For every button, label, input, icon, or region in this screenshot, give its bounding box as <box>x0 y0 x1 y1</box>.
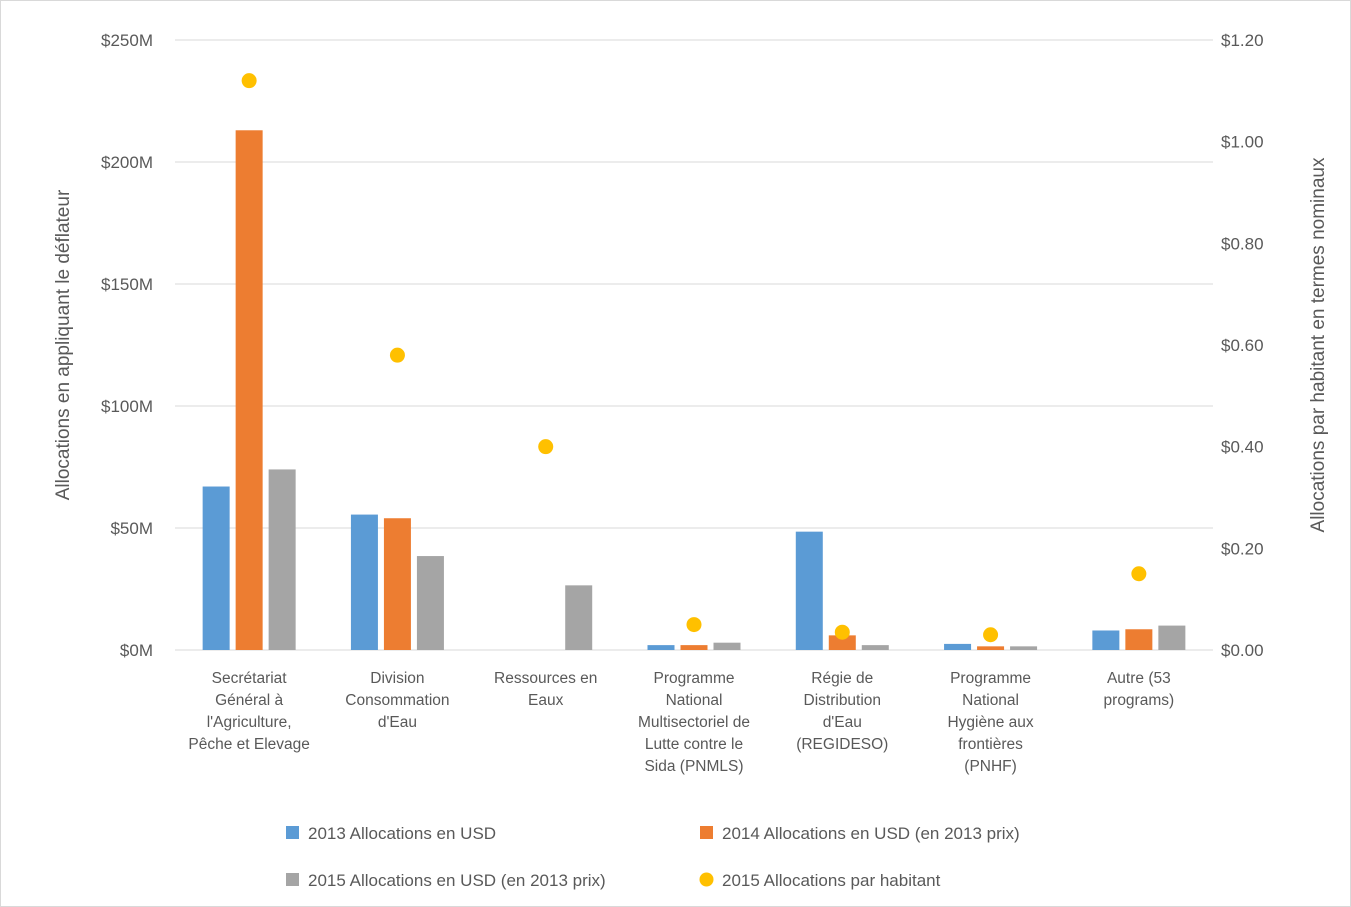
data-point <box>834 624 850 640</box>
bar <box>713 642 741 650</box>
bar <box>977 646 1005 650</box>
right-tick-label: $0.40 <box>1221 438 1264 457</box>
right-tick-label: $0.20 <box>1221 539 1264 558</box>
right-tick-label: $1.00 <box>1221 133 1264 152</box>
bar <box>235 130 263 650</box>
bar <box>647 645 675 650</box>
left-tick-label: $0M <box>120 641 153 660</box>
right-axis-title: Allocations par habitant en termes nomin… <box>1308 157 1329 532</box>
bar <box>1092 630 1120 650</box>
right-tick-label: $0.80 <box>1221 234 1264 253</box>
category-label: Secrétariat Général à l'Agriculture, Pêche … <box>188 670 310 753</box>
legend-label: 2015 Allocations en USD (en 2013 prix) <box>308 871 606 890</box>
category-label: Programme National Hygiène aux frontières (P… <box>947 670 1033 775</box>
left-tick-label: $50M <box>110 519 153 538</box>
bars-layer <box>202 130 1186 650</box>
bar <box>1125 629 1153 650</box>
category-label: Autre (53 programs) <box>1104 670 1175 709</box>
bar <box>680 645 708 650</box>
bar <box>202 486 230 650</box>
bar <box>565 585 593 650</box>
left-axis-ticks: $0M $50M $100M $150M $200M $250M <box>101 31 153 660</box>
data-point <box>241 73 257 89</box>
legend-swatch <box>286 826 299 839</box>
category-label: Division Consommation d'Eau <box>345 670 449 731</box>
data-point <box>538 439 554 455</box>
left-tick-label: $250M <box>101 31 153 50</box>
legend-label: 2015 Allocations par habitant <box>722 871 941 890</box>
data-point <box>389 347 405 363</box>
right-tick-label: $1.20 <box>1221 31 1264 50</box>
bar <box>828 635 856 650</box>
legend-label: 2014 Allocations en USD (en 2013 prix) <box>722 824 1020 843</box>
legend-label: 2013 Allocations en USD <box>308 824 496 843</box>
left-axis-title: Allocations en appliquant le déflateur <box>53 189 74 500</box>
left-tick-label: $150M <box>101 275 153 294</box>
data-point <box>983 627 999 643</box>
bar <box>944 643 972 650</box>
gridlines <box>175 39 1213 651</box>
points-layer <box>241 73 1147 643</box>
legend: 2013 Allocations en USD 2014 Allocations … <box>286 824 1020 890</box>
bar <box>1158 625 1186 650</box>
data-point <box>686 617 702 633</box>
bar <box>1010 646 1038 650</box>
data-point <box>1131 566 1147 582</box>
bar <box>350 514 378 650</box>
category-labels: Secrétariat Général à l'Agriculture, Pêche … <box>188 670 1174 775</box>
right-tick-label: $0.00 <box>1221 641 1264 660</box>
legend-swatch <box>699 872 714 887</box>
bar <box>795 531 823 650</box>
category-label: Régie de Distribution d'Eau (REGIDESO) <box>796 670 888 753</box>
left-tick-label: $200M <box>101 153 153 172</box>
right-axis-ticks: $0.00 $0.20 $0.40 $0.60 $0.80 $1.00 $1.20 <box>1221 31 1264 660</box>
category-label: Programme National Multisectoriel de Lutte … <box>638 670 750 775</box>
bar <box>268 469 296 650</box>
left-tick-label: $100M <box>101 397 153 416</box>
legend-swatch <box>286 873 299 886</box>
category-label: Ressources en Eaux <box>494 670 597 709</box>
bar <box>861 645 889 650</box>
right-tick-label: $0.60 <box>1221 336 1264 355</box>
legend-swatch <box>700 826 713 839</box>
bar <box>416 556 444 650</box>
bar <box>383 518 411 650</box>
